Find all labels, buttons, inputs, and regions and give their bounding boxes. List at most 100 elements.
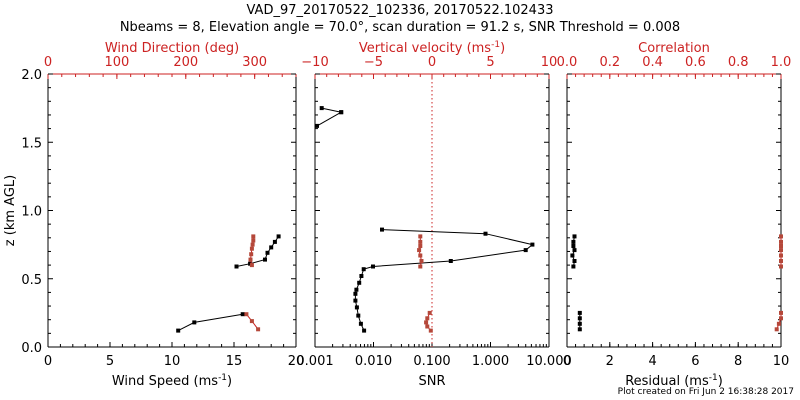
data-point-black [234, 264, 239, 269]
bottom-axis-title: SNR [418, 374, 445, 389]
data-point-red [779, 316, 783, 321]
data-point-black [577, 310, 582, 315]
data-point-black [354, 287, 359, 292]
bottom-tick-label: 0 [44, 354, 52, 369]
bottom-tick-label: 1.000 [472, 354, 509, 369]
data-point-black [192, 320, 197, 325]
data-point-black [571, 264, 576, 269]
data-point-red [424, 320, 429, 325]
data-point-red [251, 234, 256, 239]
y-tick-label: 1.0 [21, 205, 42, 220]
data-point-black [319, 106, 324, 111]
top-tick-label: 0.6 [685, 55, 706, 70]
data-point-red [256, 327, 261, 332]
data-point-black [362, 328, 367, 333]
data-point-red [249, 319, 254, 324]
top-axis-title: Correlation [638, 41, 710, 56]
data-point-red [774, 327, 779, 332]
data-point-red [418, 264, 423, 269]
bottom-tick-label: 15 [226, 354, 243, 369]
series-line-black [177, 313, 243, 332]
data-point-black [359, 274, 364, 278]
series-line-black [321, 107, 342, 113]
data-point-red [419, 259, 424, 263]
data-point-black [315, 123, 319, 128]
data-point-red [249, 252, 254, 257]
top-tick-label: 0.2 [599, 55, 620, 70]
data-point-red [425, 324, 430, 329]
data-point-black [240, 312, 245, 317]
bottom-axis-title: Residual (ms-1) [625, 373, 723, 389]
bottom-tick-label: 0.100 [413, 354, 450, 369]
data-point-black [577, 321, 582, 326]
data-point-red [779, 248, 783, 253]
bottom-tick-label: 20 [288, 354, 305, 369]
data-point-black [571, 239, 576, 244]
panel-3: 0 2 4 6 8 10 0.0 0.2 0.4 0.6 0.8 1.0 [557, 55, 792, 369]
bottom-tick-label: 10.000 [526, 354, 572, 369]
top-tick-label: 0 [44, 55, 52, 70]
top-tick-label: 0.0 [557, 55, 578, 70]
y-tick-label: 2.0 [21, 68, 42, 83]
data-point-red [425, 316, 430, 321]
bottom-tick-label: 2 [606, 354, 614, 369]
data-point-black [448, 259, 453, 263]
bottom-tick-label: 4 [648, 354, 656, 369]
data-point-red [779, 264, 783, 269]
data-point-black [353, 291, 358, 296]
top-tick-label: 0.8 [728, 55, 749, 70]
series-line-red [776, 312, 782, 330]
series-line-black [236, 236, 280, 267]
top-tick-label: −10 [301, 55, 328, 70]
series-line-black [372, 229, 534, 267]
series-line-black [316, 111, 342, 127]
top-tick-label: 5 [486, 55, 494, 70]
data-point-red [248, 257, 253, 262]
data-point-black [577, 327, 582, 332]
bottom-tick-label: 10 [773, 354, 790, 369]
bottom-tick-label: 8 [734, 354, 742, 369]
bottom-tick-label: 0.010 [355, 354, 392, 369]
data-point-black [571, 244, 576, 248]
data-point-red [427, 310, 432, 315]
data-point-red [779, 253, 783, 258]
data-point-black [570, 253, 575, 258]
bottom-tick-label: 5 [106, 354, 114, 369]
bottom-tick-label: 6 [691, 354, 699, 369]
top-tick-label: 1.0 [771, 55, 792, 70]
data-point-red [249, 246, 254, 251]
panel-2: 0.001 0.010 0.100 1.000 10.000 −10 −5 0 5 10 [296, 55, 571, 369]
data-point-black [353, 298, 358, 303]
chart-title: VAD_97_20170522_102336, 20170522.102433 [246, 3, 554, 18]
data-point-black [356, 313, 361, 318]
top-tick-label: 0 [428, 55, 436, 70]
data-point-black [276, 234, 281, 239]
bottom-axis-title: Wind Speed (ms-1) [112, 373, 232, 389]
data-point-red [250, 242, 255, 247]
data-point-red [244, 312, 249, 317]
y-tick-label: 0.5 [21, 273, 42, 288]
top-tick-label: 100 [104, 55, 129, 70]
bottom-tick-label: 0 [563, 354, 571, 369]
data-point-black [358, 321, 363, 326]
data-point-black [354, 305, 359, 310]
y-axis-title: z (km AGL) [3, 175, 18, 246]
plot-created-footer: Plot created on Fri Jun 2 16:38:28 2017 [617, 387, 794, 397]
data-point-black [523, 248, 528, 253]
y-tick-label: 1.5 [21, 136, 42, 151]
top-tick-label: 0.4 [642, 55, 663, 70]
data-point-red [776, 321, 781, 326]
data-point-black [380, 227, 384, 232]
top-tick-label: 300 [242, 55, 267, 70]
top-axis-title: Wind Direction (deg) [105, 41, 239, 56]
data-point-black [339, 110, 344, 115]
bottom-tick-label: 0.001 [296, 354, 333, 369]
data-point-red [418, 239, 423, 244]
bottom-tick-label: 10 [164, 354, 181, 369]
data-point-black [265, 250, 270, 255]
data-point-red [418, 234, 423, 239]
y-tick-label: 0.0 [21, 341, 42, 356]
data-point-red [418, 244, 423, 248]
